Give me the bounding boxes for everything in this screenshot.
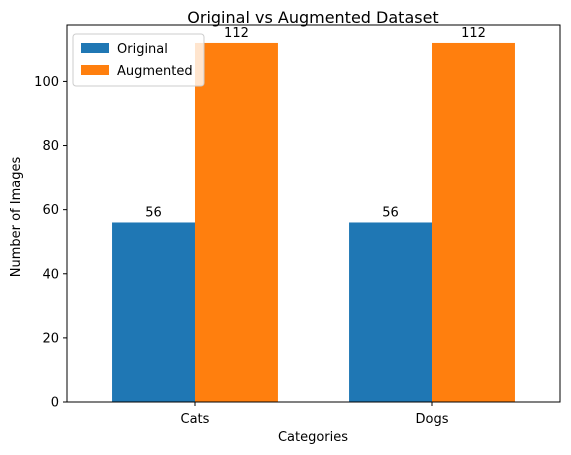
x-tick-label: Dogs xyxy=(416,412,449,427)
data-label: 112 xyxy=(224,26,249,41)
y-tick-label: 60 xyxy=(42,203,59,218)
y-tick-label: 100 xyxy=(34,75,59,90)
y-tick-label: 40 xyxy=(42,267,59,282)
legend-label: Augmented xyxy=(117,64,193,79)
legend-swatch xyxy=(81,43,109,53)
y-axis-title: Number of Images xyxy=(9,157,24,278)
bar-augmented-dogs xyxy=(432,42,515,402)
y-tick-label: 20 xyxy=(42,331,59,346)
legend-label: Original xyxy=(117,42,168,57)
plot-frame xyxy=(66,24,561,403)
data-label: 56 xyxy=(382,205,399,220)
bar-original-dogs xyxy=(349,222,433,402)
plot-area: 56 56 112 112 0 20 40 60 80 100 Cats Dogs xyxy=(34,24,561,427)
y-tick-label: 0 xyxy=(51,396,59,411)
data-label: 56 xyxy=(145,205,162,220)
x-tick-label: Cats xyxy=(181,412,210,427)
y-tick-label: 80 xyxy=(42,139,59,154)
legend-swatch xyxy=(81,65,109,75)
x-axis-title: Categories xyxy=(278,430,348,445)
bar-original-cats xyxy=(112,222,195,402)
legend: Original Augmented xyxy=(72,33,205,87)
bar-augmented-cats xyxy=(194,42,278,402)
data-label: 112 xyxy=(461,26,486,41)
chart-title: Original vs Augmented Dataset xyxy=(187,8,438,27)
